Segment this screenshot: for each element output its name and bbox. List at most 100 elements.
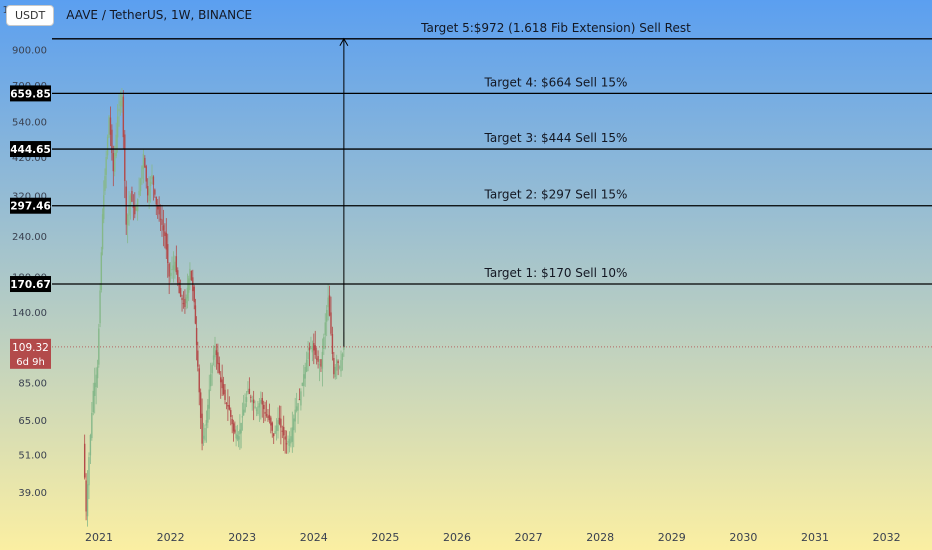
target-label: Target 4: $664 Sell 15% — [484, 75, 628, 89]
candle-body — [135, 206, 137, 211]
current-price-badge — [10, 338, 51, 369]
candle-body — [251, 399, 253, 402]
candle-body — [264, 411, 266, 414]
candle-body — [134, 206, 136, 215]
candles-layer — [83, 88, 345, 527]
candle-body — [301, 382, 304, 386]
candle-body — [262, 404, 265, 410]
y-tick-label: 51.00 — [18, 450, 47, 461]
candle-body — [327, 297, 329, 308]
target-price-badge-text: 444.65 — [10, 144, 51, 156]
candle-body — [199, 392, 202, 418]
candle-body — [291, 427, 294, 442]
candle-body — [305, 359, 308, 372]
candle-body — [85, 480, 87, 512]
candle-body — [297, 403, 299, 411]
candle-body — [179, 288, 182, 297]
currency-selector[interactable]: USDT — [6, 4, 55, 26]
candle-body — [240, 422, 242, 434]
candle-body — [221, 379, 223, 389]
candle-body — [111, 129, 113, 153]
x-tick-label: 2024 — [300, 531, 328, 544]
candle-body — [285, 443, 288, 445]
candle-body — [215, 350, 218, 356]
candle-body — [220, 377, 222, 383]
target-lines-layer: Target 5:$972 (1.618 Fib Extension) Sell… — [52, 21, 932, 348]
candle-body — [139, 178, 142, 192]
y-tick-label: 39.00 — [18, 488, 47, 499]
candle-body — [225, 402, 228, 404]
candle-body — [336, 359, 338, 371]
x-tick-label: 2029 — [658, 531, 686, 544]
candle-body — [288, 438, 291, 446]
candle-body — [324, 322, 326, 335]
target-price-badge — [10, 85, 51, 102]
candle-body — [132, 205, 135, 208]
candle-body — [338, 366, 341, 368]
candle-body — [245, 397, 248, 402]
candle-body — [239, 429, 241, 435]
candle-body — [161, 219, 163, 225]
symbol-title: AAVE / TetherUS, 1W, BINANCE — [66, 8, 253, 22]
target-price-badge-text: 659.85 — [10, 88, 51, 100]
candle-body — [158, 204, 160, 215]
candle-body — [321, 351, 324, 369]
candle-body — [320, 359, 322, 367]
target-label: Target 2: $297 Sell 15% — [484, 188, 628, 202]
candle-body — [318, 364, 321, 366]
candle-body — [268, 414, 271, 421]
candle-body — [298, 399, 301, 401]
candle-body — [271, 422, 273, 431]
candle-body — [164, 231, 166, 236]
candle-body — [341, 353, 344, 361]
candle-body — [314, 345, 316, 355]
candle-body — [168, 263, 170, 277]
candle-body — [198, 368, 200, 393]
candle-body — [325, 309, 328, 322]
candle-body — [300, 391, 302, 406]
candle-body — [307, 352, 309, 360]
candle-body — [182, 303, 185, 305]
candle-body — [136, 198, 139, 212]
candle-body — [323, 337, 325, 349]
candle-body — [222, 384, 225, 395]
candle-body — [303, 374, 305, 386]
candle-body — [178, 282, 180, 294]
candle-body — [86, 484, 89, 517]
x-tick-label: 2032 — [873, 531, 901, 544]
candle-body — [278, 417, 281, 424]
candle-body — [83, 443, 86, 478]
x-axis: 2021 2022 2023 2024 2025 2026 2027 2028 2029 2030… — [85, 531, 901, 544]
target-label: Target 3: $444 Sell 15% — [484, 131, 628, 145]
current-price-countdown: 6d 9h — [16, 357, 45, 368]
candle-body — [267, 415, 269, 418]
candle-body — [255, 409, 258, 411]
x-tick-label: 2023 — [228, 531, 256, 544]
candle-body — [217, 352, 219, 365]
candle-body — [294, 409, 296, 422]
candle-body — [112, 153, 115, 172]
candle-body — [129, 195, 132, 206]
candle-body — [248, 388, 251, 394]
candle-body — [99, 290, 101, 324]
candle-body — [244, 403, 246, 412]
candle-body — [98, 328, 100, 365]
candle-body — [241, 416, 244, 418]
y-tick-label: 320.00 — [12, 191, 47, 202]
x-tick-label: 2028 — [586, 531, 614, 544]
candle-body — [207, 404, 209, 423]
candle-body — [227, 404, 229, 407]
candle-body — [187, 278, 190, 293]
x-tick-label: 2026 — [443, 531, 471, 544]
candle-body — [181, 297, 183, 301]
candle-body — [330, 312, 332, 334]
candle-body — [106, 136, 109, 156]
candle-body — [193, 286, 195, 303]
y-tick-label: 540.00 — [12, 118, 47, 129]
candle-body — [252, 399, 255, 404]
candle-body — [310, 348, 312, 350]
candle-body — [280, 418, 282, 428]
candle-body — [331, 334, 334, 354]
